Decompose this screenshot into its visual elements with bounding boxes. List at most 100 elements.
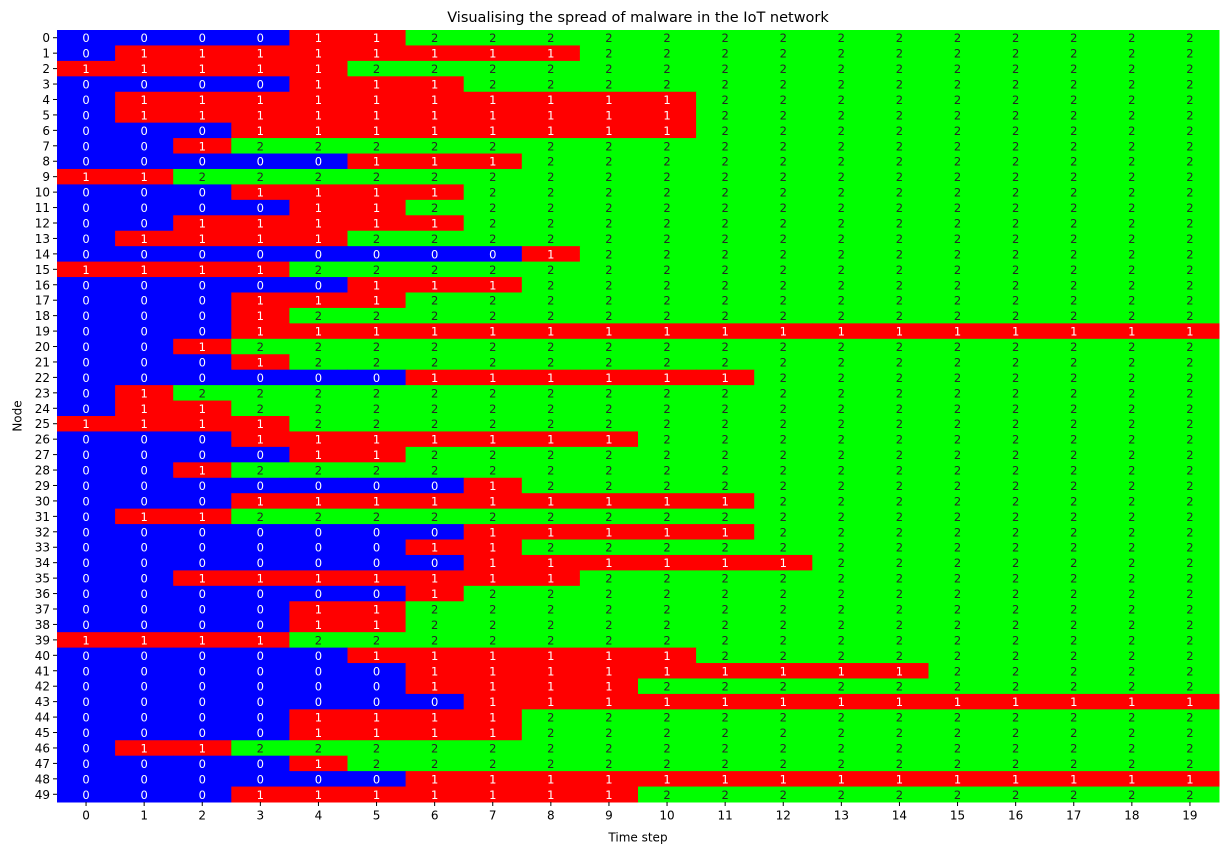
heatmap-cell bbox=[1044, 199, 1104, 216]
heatmap-cell bbox=[115, 601, 174, 618]
cell-annotation: 2 bbox=[605, 201, 612, 215]
cell-annotation: 1 bbox=[315, 618, 322, 632]
heatmap-cell bbox=[521, 477, 581, 494]
cell-annotation: 0 bbox=[140, 572, 147, 586]
cell-annotation: 2 bbox=[605, 587, 612, 601]
cell-annotation: 1 bbox=[547, 371, 554, 385]
heatmap-cell bbox=[1044, 261, 1104, 278]
heatmap-cell bbox=[754, 292, 813, 309]
heatmap-cell bbox=[231, 740, 290, 757]
heatmap-cell bbox=[57, 709, 116, 726]
cell-annotation: 2 bbox=[1070, 108, 1077, 122]
heatmap-cell bbox=[928, 446, 988, 463]
cell-annotation: 2 bbox=[721, 711, 728, 725]
cell-annotation: 2 bbox=[1186, 494, 1193, 508]
heatmap-cell bbox=[1044, 215, 1104, 232]
cell-annotation: 2 bbox=[605, 309, 612, 323]
cell-annotation: 2 bbox=[663, 402, 670, 416]
cell-annotation: 2 bbox=[605, 186, 612, 200]
heatmap-cell bbox=[754, 400, 813, 417]
heatmap-cell bbox=[986, 338, 1046, 355]
cell-annotation: 2 bbox=[431, 603, 438, 617]
cell-annotation: 1 bbox=[315, 93, 322, 107]
heatmap-cell bbox=[928, 153, 988, 170]
heatmap-cell bbox=[696, 91, 755, 108]
cell-annotation: 1 bbox=[838, 695, 845, 709]
heatmap-cell bbox=[1044, 524, 1104, 541]
cell-annotation: 1 bbox=[605, 788, 612, 802]
heatmap-cell bbox=[1160, 261, 1220, 278]
cell-annotation: 2 bbox=[838, 186, 845, 200]
cell-annotation: 2 bbox=[547, 170, 554, 184]
cell-annotation: 2 bbox=[663, 155, 670, 169]
cell-annotation: 2 bbox=[721, 757, 728, 771]
heatmap-cell bbox=[1044, 416, 1104, 432]
cell-annotation: 0 bbox=[199, 680, 206, 694]
cell-annotation: 2 bbox=[1128, 78, 1135, 92]
heatmap-cell bbox=[928, 462, 988, 479]
cell-annotation: 1 bbox=[547, 788, 554, 802]
heatmap-cell bbox=[463, 601, 523, 618]
heatmap-cell bbox=[638, 524, 697, 541]
heatmap-cell bbox=[1102, 663, 1162, 679]
cell-annotation: 0 bbox=[199, 309, 206, 323]
heatmap-cell bbox=[696, 585, 755, 602]
heatmap-cell bbox=[289, 693, 348, 710]
heatmap-cell bbox=[173, 76, 232, 93]
cell-annotation: 2 bbox=[1186, 47, 1193, 61]
cell-annotation: 0 bbox=[82, 386, 89, 400]
cell-annotation: 1 bbox=[489, 772, 496, 786]
heatmap-cell bbox=[638, 493, 697, 510]
heatmap-cell bbox=[754, 354, 813, 371]
cell-annotation: 2 bbox=[489, 78, 496, 92]
heatmap-cell bbox=[115, 709, 174, 726]
heatmap-cell bbox=[638, 369, 697, 386]
cell-annotation: 2 bbox=[780, 494, 787, 508]
cell-annotation: 2 bbox=[721, 294, 728, 308]
cell-annotation: 1 bbox=[721, 772, 728, 786]
cell-annotation: 0 bbox=[140, 757, 147, 771]
heatmap-cell bbox=[57, 740, 116, 757]
cell-annotation: 1 bbox=[1070, 695, 1077, 709]
heatmap-cell bbox=[289, 755, 348, 772]
heatmap-cell bbox=[231, 400, 290, 417]
heatmap-cell bbox=[928, 354, 988, 371]
cell-annotation: 0 bbox=[82, 294, 89, 308]
heatmap-cell bbox=[870, 107, 929, 124]
cell-annotation: 0 bbox=[82, 139, 89, 153]
cell-annotation: 1 bbox=[140, 402, 147, 416]
cell-annotation: 2 bbox=[547, 633, 554, 647]
heatmap-cell bbox=[754, 416, 813, 432]
y-tick-label: 5 bbox=[42, 108, 50, 122]
cell-annotation: 1 bbox=[663, 664, 670, 678]
cell-annotation: 2 bbox=[721, 355, 728, 369]
x-tick-label: 11 bbox=[718, 809, 733, 823]
cell-annotation: 2 bbox=[257, 741, 264, 755]
cell-annotation: 2 bbox=[547, 186, 554, 200]
heatmap-cell bbox=[1044, 30, 1104, 46]
cell-annotation: 2 bbox=[896, 31, 903, 45]
cell-annotation: 2 bbox=[489, 618, 496, 632]
cell-annotation: 1 bbox=[547, 124, 554, 138]
heatmap-cell bbox=[1160, 616, 1220, 633]
heatmap-cell bbox=[1044, 292, 1104, 309]
cell-annotation: 2 bbox=[605, 355, 612, 369]
cell-annotation: 1 bbox=[663, 371, 670, 385]
cell-annotation: 1 bbox=[489, 155, 496, 169]
heatmap-cell bbox=[115, 570, 174, 587]
cell-annotation: 0 bbox=[82, 772, 89, 786]
cell-annotation: 1 bbox=[82, 263, 89, 277]
cell-annotation: 2 bbox=[315, 510, 322, 524]
heatmap-cell bbox=[696, 153, 755, 170]
cell-annotation: 1 bbox=[373, 201, 380, 215]
x-tick-label: 8 bbox=[547, 809, 555, 823]
cell-annotation: 1 bbox=[431, 680, 438, 694]
cell-annotation: 0 bbox=[82, 433, 89, 447]
cell-annotation: 2 bbox=[954, 556, 961, 570]
cell-annotation: 0 bbox=[431, 525, 438, 539]
cell-annotation: 2 bbox=[605, 232, 612, 246]
cell-annotation: 2 bbox=[896, 201, 903, 215]
cell-annotation: 2 bbox=[547, 618, 554, 632]
y-tick-label: 16 bbox=[35, 278, 50, 292]
heatmap-cell bbox=[579, 107, 639, 124]
